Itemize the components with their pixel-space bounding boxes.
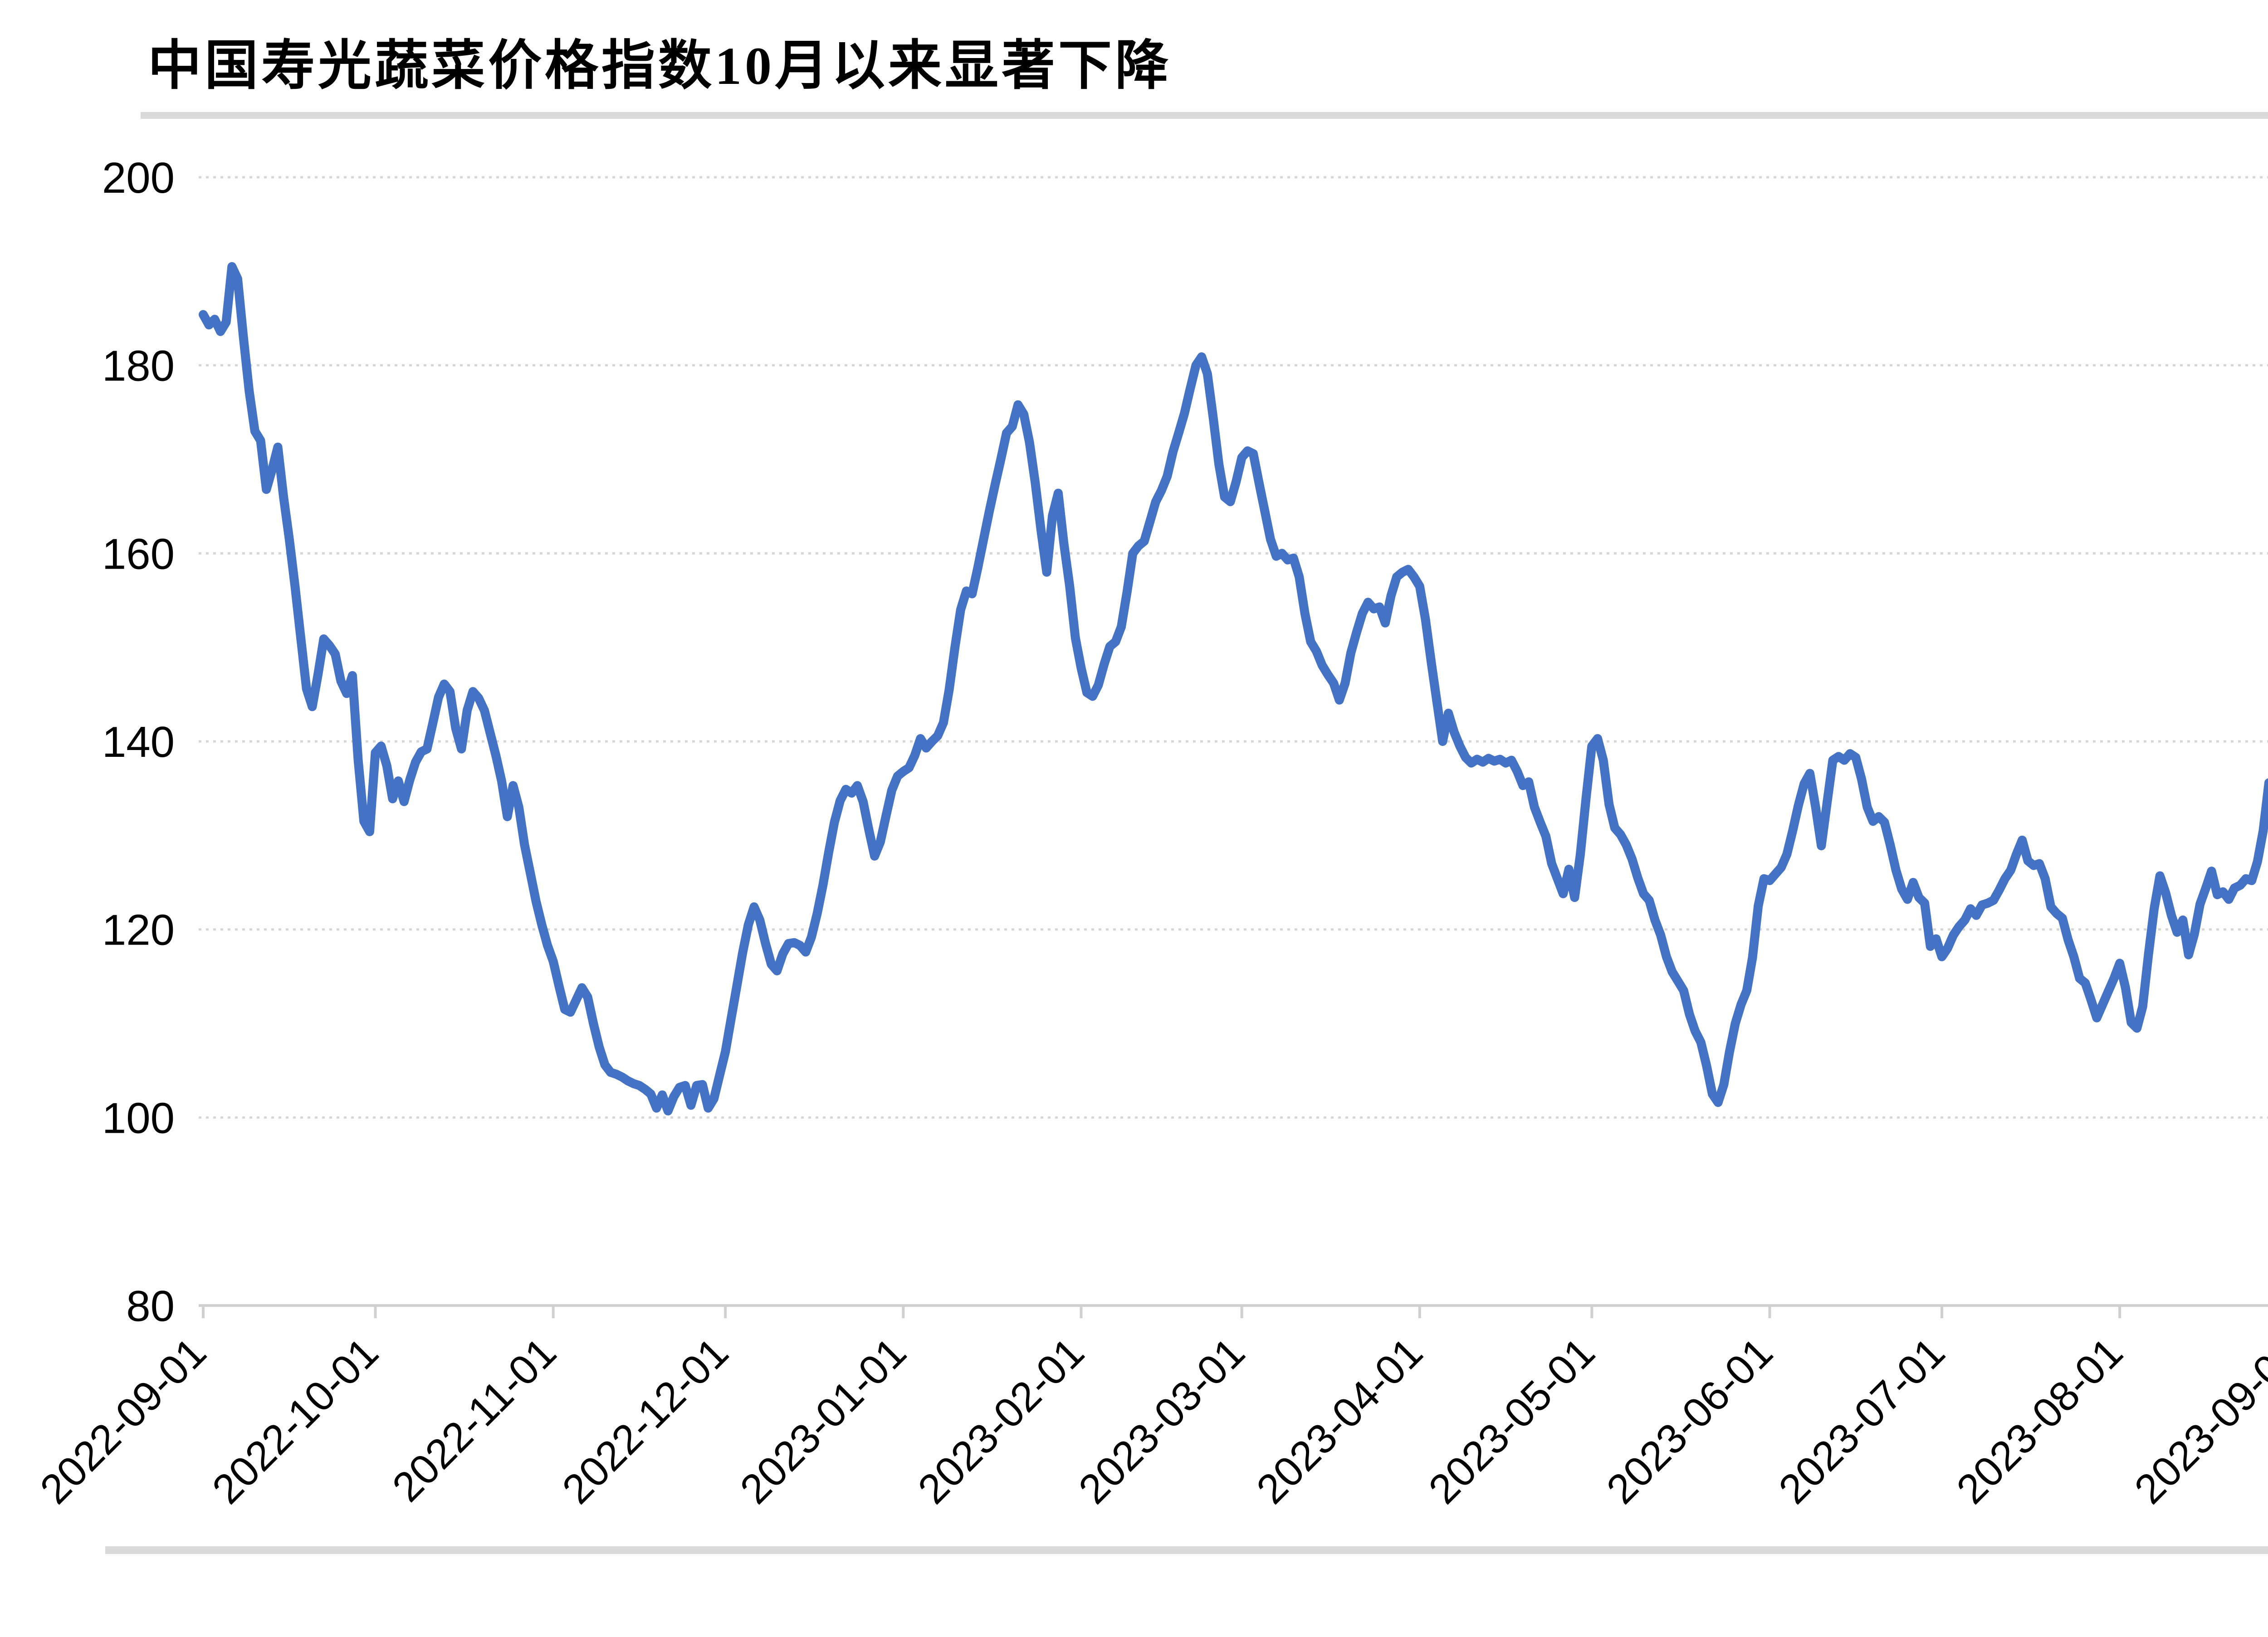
y-axis-label: 100 (102, 1094, 175, 1142)
x-axis-label: 2023-07-01 (1770, 1329, 1954, 1513)
x-axis-label: 2022-10-01 (204, 1329, 387, 1513)
x-axis-label: 2023-02-01 (909, 1329, 1093, 1513)
x-axis-label: 2023-04-01 (1248, 1329, 1432, 1513)
top-divider (141, 112, 2268, 119)
x-axis-label: 2023-03-01 (1070, 1329, 1254, 1513)
bottom-divider (105, 1546, 2268, 1554)
x-axis-label: 2022-11-01 (384, 1329, 565, 1510)
x-axis-label: 2022-12-01 (553, 1329, 737, 1513)
x-axis-label: 2023-09-01 (2126, 1329, 2268, 1513)
y-axis-label: 140 (102, 718, 175, 766)
y-axis-label: 200 (102, 154, 175, 202)
y-axis-label: 80 (126, 1282, 175, 1330)
price-index-series-line (199, 262, 2268, 1116)
x-axis-label: 2023-06-01 (1598, 1329, 1782, 1513)
chart-title: 中国寿光蔬菜价格指数10月以来显著下降 (148, 36, 1172, 96)
x-axis-label: 2022-09-01 (31, 1329, 215, 1513)
x-axis-label: 2023-05-01 (1420, 1329, 1604, 1513)
y-axis-label: 120 (102, 906, 175, 955)
x-axis-label: 2023-01-01 (732, 1329, 915, 1513)
x-axis-label: 2023-08-01 (1948, 1329, 2131, 1513)
y-axis-label: 180 (102, 342, 175, 390)
y-axis-label: 160 (102, 530, 175, 578)
